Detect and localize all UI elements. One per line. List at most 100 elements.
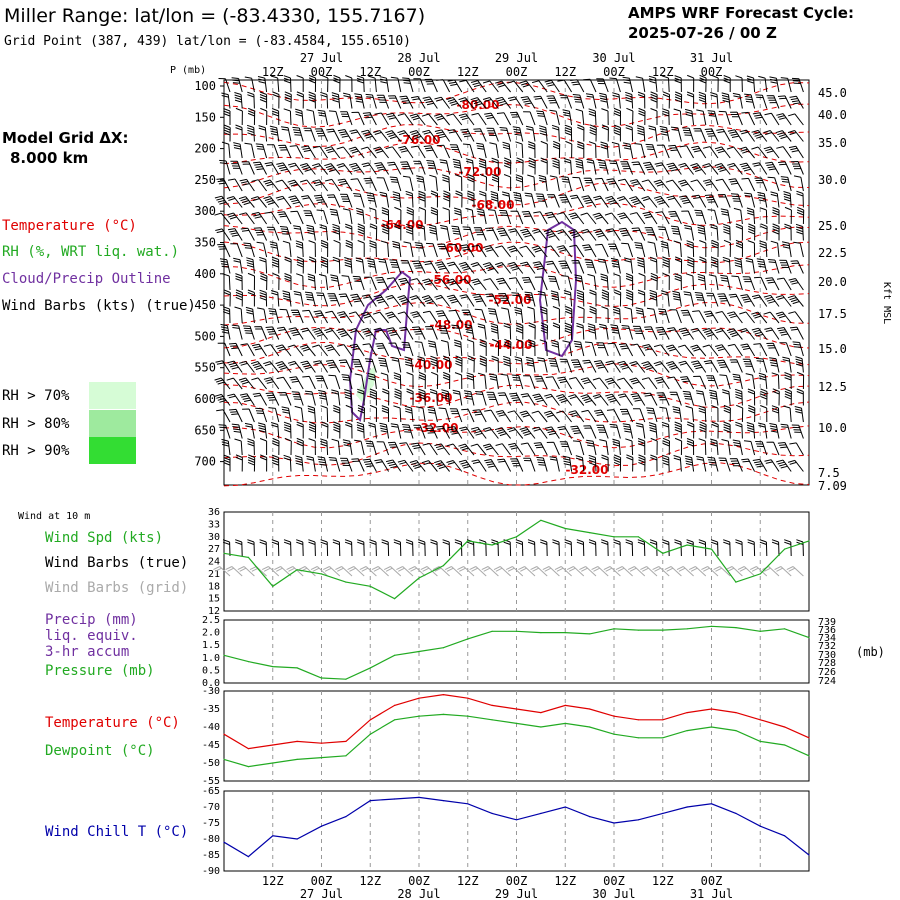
wind-barb — [557, 376, 573, 390]
wind-barb — [317, 109, 329, 126]
wind-barb — [446, 294, 463, 307]
wind-barb — [360, 311, 377, 324]
series-point — [491, 630, 493, 632]
wind-barb — [234, 438, 243, 456]
wind-barb — [364, 358, 377, 373]
wind-barb — [791, 77, 804, 93]
series-point — [808, 755, 810, 757]
wind-barb — [257, 422, 268, 439]
wind-barb — [729, 359, 743, 373]
wind-barb — [333, 74, 341, 93]
wind-barb — [730, 193, 743, 208]
wind-barb — [385, 459, 402, 472]
wind-barb — [746, 422, 756, 439]
series-point — [320, 825, 323, 827]
panel-tick: 0.0 — [202, 678, 220, 689]
series-point — [394, 654, 396, 656]
surface-wind-barb — [454, 539, 463, 557]
series-point — [613, 733, 615, 735]
wind-barb — [609, 423, 621, 439]
series-point — [394, 798, 396, 800]
wind-barb — [240, 343, 255, 357]
wind-barb — [340, 193, 353, 208]
wind-barb — [618, 343, 634, 357]
series-point — [272, 666, 274, 668]
wind-barb — [333, 405, 341, 422]
wind-barb — [558, 260, 573, 274]
wind-barb — [342, 92, 353, 109]
top-time-label: 12Z — [359, 65, 381, 79]
wind-barb — [434, 129, 451, 142]
wind-barb — [520, 393, 536, 406]
wind-barb — [525, 356, 536, 373]
surface-wind-barb — [552, 539, 560, 557]
wind-barb — [592, 377, 609, 390]
wind-barb — [544, 211, 560, 225]
wind-barb — [632, 408, 646, 423]
wind-barb — [734, 388, 743, 406]
grid-wind-barb — [542, 566, 560, 577]
series-point — [515, 536, 518, 538]
wind-barb — [421, 113, 438, 126]
wind-barb — [374, 112, 390, 126]
wind-barb — [674, 421, 682, 439]
wind-barb — [519, 261, 536, 274]
wind-barb — [252, 392, 268, 406]
wind-barb — [770, 240, 780, 258]
wind-barb — [296, 437, 304, 456]
wind-barb — [584, 341, 597, 357]
wind-barb — [355, 257, 365, 274]
wind-barb — [789, 95, 804, 109]
wind-barb — [625, 124, 634, 142]
wind-barb — [337, 178, 353, 192]
wind-barb — [277, 211, 292, 225]
wind-barb — [766, 441, 780, 456]
wind-barb — [373, 130, 389, 142]
series-point — [613, 715, 615, 717]
wind-barb — [763, 294, 780, 307]
surface-wind-barb — [674, 539, 682, 557]
wind-barb — [629, 212, 646, 225]
wind-barb — [458, 113, 475, 126]
wind-barb — [326, 194, 341, 208]
bottom-date-label: 28 Jul — [397, 887, 440, 900]
wind-barb — [337, 129, 353, 142]
wind-barb — [791, 161, 804, 175]
wind-barb — [487, 209, 499, 225]
wind-barb — [470, 262, 487, 274]
surface-wind-barb — [601, 539, 609, 557]
wind-barb — [741, 458, 756, 472]
wind-barb — [350, 293, 365, 307]
wind-barb — [536, 456, 548, 472]
wind-barb — [296, 91, 304, 109]
wind-barb — [373, 327, 390, 340]
wind-barb — [686, 273, 695, 291]
wind-barb — [368, 75, 377, 93]
height-tick: 20.0 — [818, 275, 847, 289]
wind-barb — [572, 440, 585, 456]
wind-barb — [659, 125, 670, 142]
wind-barb — [667, 376, 682, 390]
wind-barb — [349, 129, 365, 142]
wind-barb — [313, 194, 329, 208]
pressure-label: Pressure (mb) — [45, 663, 155, 679]
panel-tick: -55 — [202, 776, 220, 787]
wind-barb — [577, 124, 585, 142]
wind-barb — [304, 390, 316, 406]
wind-barb — [540, 306, 548, 324]
wind-barb — [735, 223, 743, 241]
wind-barb — [670, 225, 682, 241]
wind-barb — [296, 75, 304, 92]
top-time-label: 00Z — [603, 65, 625, 79]
wind-barb — [608, 243, 621, 258]
wind-barb — [259, 256, 268, 274]
wind-barb — [390, 423, 402, 439]
wind-barb — [559, 94, 573, 109]
panel-tick: -35 — [202, 704, 220, 715]
wind-barb — [239, 393, 255, 406]
wind-barb — [789, 326, 804, 340]
wind-barb — [572, 176, 585, 192]
wind-barb — [345, 404, 353, 423]
series-point — [418, 697, 420, 699]
wind-barb — [223, 454, 231, 472]
